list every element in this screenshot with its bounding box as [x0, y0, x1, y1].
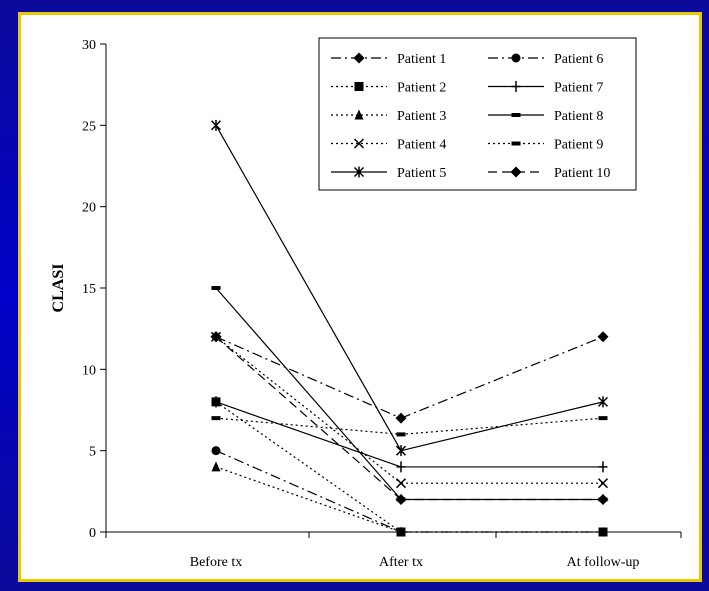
data-point-patient-6 — [211, 446, 221, 456]
data-point-patient-10 — [210, 331, 222, 343]
data-point-patient-9 — [396, 432, 406, 437]
legend-swatch-marker — [354, 109, 364, 120]
data-point-patient-6 — [396, 527, 406, 537]
data-point-patient-4 — [395, 478, 407, 489]
legend-label: Patient 6 — [554, 52, 603, 67]
x-tick-label: At follow-up — [567, 555, 640, 570]
series-lines — [215, 125, 604, 533]
legend-swatch-marker — [353, 166, 365, 178]
data-point-patient-5 — [210, 119, 222, 131]
series-line-segment-patient-6 — [215, 450, 402, 533]
data-point-patient-9 — [598, 416, 608, 421]
x-tick-label: After tx — [379, 555, 423, 570]
data-point-patient-10 — [597, 493, 609, 505]
legend: Patient 1 Patient 2 Patient 3 Patient 4 Pati… — [318, 37, 637, 191]
y-tick-label: 20 — [82, 201, 96, 216]
data-point-patient-9 — [211, 416, 221, 421]
y-tick-label: 10 — [82, 363, 96, 378]
legend-swatch-marker — [353, 138, 365, 149]
x-tick-label: Before tx — [190, 555, 242, 570]
legend-label: Patient 8 — [554, 109, 603, 124]
y-axis-ticks: 0 5 10 15 20 25 30 — [82, 38, 106, 541]
legend-swatch-marker — [511, 53, 521, 63]
series-line-segment-patient-8 — [215, 287, 402, 500]
y-tick-label: 25 — [82, 119, 96, 134]
series-line-segment-patient-9 — [400, 417, 604, 435]
y-tick-label: 5 — [89, 445, 96, 460]
series-markers — [210, 119, 609, 537]
legend-label: Patient 9 — [554, 138, 603, 153]
data-point-patient-4 — [597, 478, 609, 489]
series-line-segment-patient-4 — [215, 336, 402, 484]
legend-swatch-marker — [511, 113, 521, 117]
data-point-patient-1 — [395, 412, 407, 424]
legend-swatch-marker — [510, 166, 522, 178]
data-point-patient-3 — [211, 461, 221, 472]
legend-label: Patient 7 — [554, 81, 603, 96]
data-point-patient-5 — [395, 445, 407, 457]
legend-swatch-marker — [511, 141, 521, 146]
legend-label: Patient 3 — [397, 109, 446, 124]
legend-label: Patient 1 — [397, 52, 446, 67]
legend-label: Patient 5 — [397, 166, 446, 181]
x-axis-ticks: Before tx After tx At follow-up — [105, 532, 682, 570]
legend-swatch-marker — [511, 81, 521, 92]
legend-box — [318, 37, 637, 191]
data-point-patient-7 — [211, 396, 221, 408]
line-chart: 0 5 10 15 20 25 30 Before tx After tx At follow-… — [50, 37, 682, 570]
y-axis-label: CLASI — [50, 264, 67, 313]
series-line-segment-patient-1 — [215, 336, 402, 419]
chart-panel: 0 5 10 15 20 25 30 Before tx After tx At follow-… — [18, 12, 702, 582]
legend-swatch-marker — [353, 52, 365, 64]
data-point-patient-5 — [597, 396, 609, 408]
series-line-segment-patient-10 — [215, 336, 402, 500]
series-line-segment-patient-3 — [215, 466, 402, 533]
series-line-segment-patient-5 — [215, 125, 402, 451]
y-tick-label: 0 — [89, 526, 96, 541]
legend-label: Patient 2 — [397, 81, 446, 96]
y-tick-label: 15 — [82, 282, 96, 297]
data-point-patient-8 — [211, 286, 221, 290]
data-point-patient-10 — [395, 493, 407, 505]
data-point-patient-6 — [598, 527, 608, 537]
data-point-patient-7 — [396, 461, 406, 473]
legend-label: Patient 4 — [397, 138, 446, 153]
series-line-segment-patient-1 — [400, 336, 604, 419]
series-line-segment-patient-7 — [215, 401, 402, 468]
legend-label: Patient 10 — [554, 166, 610, 181]
data-point-patient-7 — [598, 461, 608, 473]
series-line-segment-patient-9 — [215, 417, 402, 435]
data-point-patient-1 — [597, 331, 609, 343]
y-tick-label: 30 — [82, 38, 96, 53]
legend-swatch-marker — [354, 82, 364, 91]
